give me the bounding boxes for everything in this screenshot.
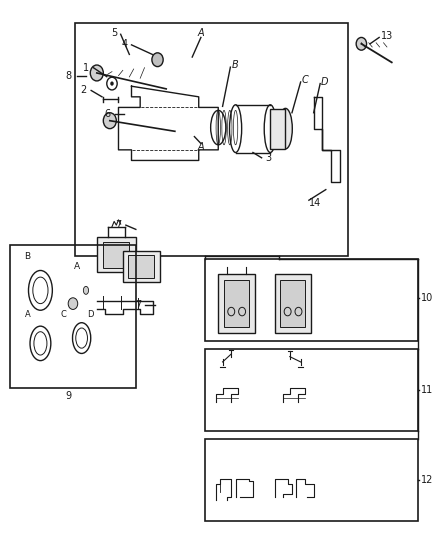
Bar <box>10 245 136 389</box>
Bar <box>103 242 129 268</box>
Text: 2: 2 <box>81 85 87 95</box>
Text: D: D <box>87 310 94 319</box>
Bar <box>128 255 154 278</box>
Text: 9: 9 <box>66 391 72 401</box>
Ellipse shape <box>68 298 78 310</box>
Text: 11: 11 <box>421 384 434 394</box>
Text: 8: 8 <box>66 70 72 80</box>
Circle shape <box>110 82 114 86</box>
Bar <box>205 439 418 521</box>
Circle shape <box>103 113 117 128</box>
Text: 5: 5 <box>111 28 117 38</box>
Text: 4: 4 <box>122 39 128 49</box>
Text: 1: 1 <box>83 63 89 72</box>
Circle shape <box>90 65 103 81</box>
Bar <box>123 251 160 282</box>
Text: B: B <box>25 252 31 261</box>
Text: 6: 6 <box>105 109 111 119</box>
Bar <box>97 237 136 272</box>
Bar <box>205 259 418 341</box>
Text: A: A <box>25 310 31 319</box>
Text: 10: 10 <box>421 293 434 303</box>
Bar <box>75 22 348 256</box>
Bar <box>280 280 305 327</box>
Text: D: D <box>321 77 328 87</box>
Text: 13: 13 <box>381 31 393 41</box>
Text: 12: 12 <box>421 475 434 485</box>
Bar <box>224 280 249 327</box>
Text: A: A <box>198 142 204 152</box>
Bar <box>275 274 311 333</box>
Text: 7: 7 <box>135 300 141 310</box>
Bar <box>205 349 418 431</box>
Text: 14: 14 <box>309 198 321 208</box>
Text: B: B <box>232 60 239 70</box>
Text: C: C <box>302 75 308 85</box>
Text: A: A <box>198 28 204 38</box>
Ellipse shape <box>279 108 292 149</box>
Text: 7: 7 <box>115 220 122 230</box>
Bar <box>218 274 255 333</box>
Circle shape <box>356 37 367 50</box>
Circle shape <box>152 53 163 67</box>
Ellipse shape <box>83 286 88 294</box>
Text: 3: 3 <box>265 153 271 163</box>
Bar <box>270 109 286 149</box>
Text: C: C <box>60 310 66 319</box>
Text: A: A <box>74 262 80 271</box>
